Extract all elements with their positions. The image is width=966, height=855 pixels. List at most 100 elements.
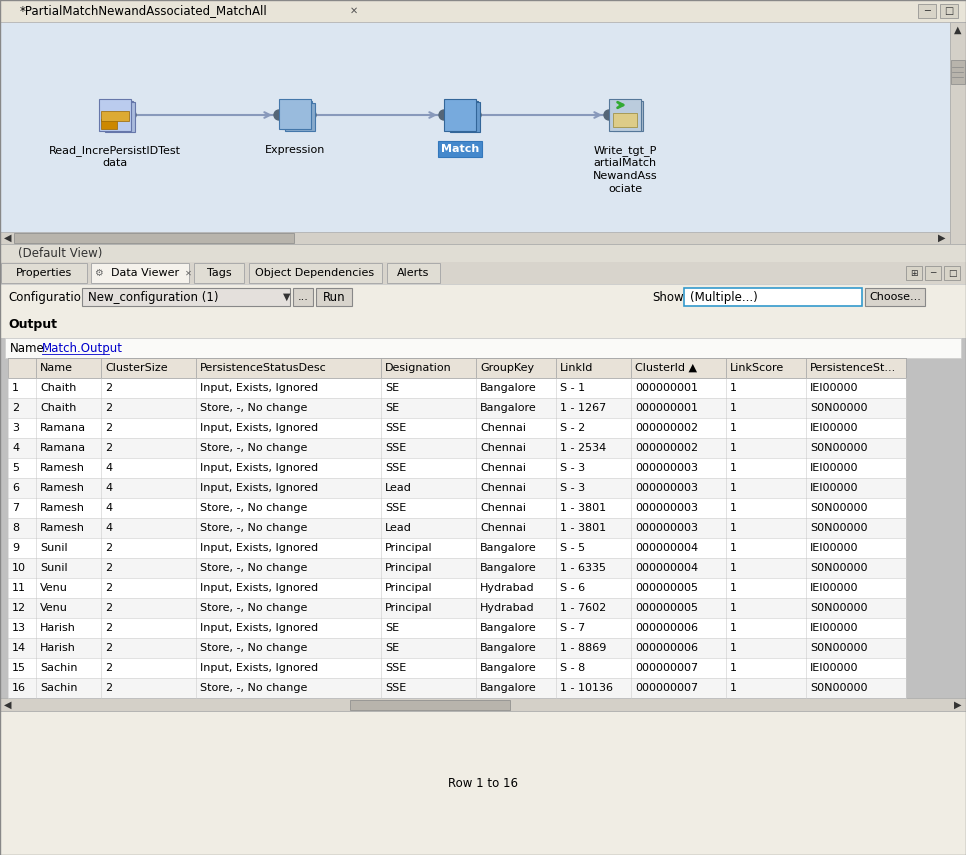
Text: 000000005: 000000005 <box>635 583 698 593</box>
Text: 3: 3 <box>12 423 19 433</box>
Text: 1: 1 <box>730 463 737 473</box>
Text: 2: 2 <box>105 423 112 433</box>
Bar <box>293 288 313 306</box>
Bar <box>684 288 862 306</box>
Text: Venu: Venu <box>40 583 68 593</box>
Bar <box>611 100 641 130</box>
Text: 14: 14 <box>12 643 26 653</box>
Bar <box>0 310 966 338</box>
Circle shape <box>604 110 614 120</box>
Text: ─: ─ <box>924 6 930 16</box>
Bar <box>8 538 906 558</box>
Text: Harish: Harish <box>40 643 76 653</box>
Circle shape <box>439 110 449 120</box>
Text: ─: ─ <box>930 268 936 278</box>
Text: Ramesh: Ramesh <box>40 503 85 513</box>
Text: 2: 2 <box>105 563 112 573</box>
Text: Store, -, No change: Store, -, No change <box>200 503 307 513</box>
Text: Ramesh: Ramesh <box>40 463 85 473</box>
Text: SSE: SSE <box>385 503 407 513</box>
Text: Configuration:: Configuration: <box>8 291 93 304</box>
Text: Show:: Show: <box>652 291 687 304</box>
Text: ▶: ▶ <box>938 233 946 243</box>
Text: S - 7: S - 7 <box>560 623 585 633</box>
Bar <box>285 103 315 131</box>
Bar <box>0 244 966 262</box>
Text: SE: SE <box>385 403 399 413</box>
Text: Chennai: Chennai <box>480 463 526 473</box>
Text: Bangalore: Bangalore <box>480 663 537 673</box>
Text: ✕: ✕ <box>185 268 191 278</box>
Text: 1: 1 <box>730 663 737 673</box>
Text: ClusterId ▲: ClusterId ▲ <box>635 363 697 373</box>
Text: S0N00000: S0N00000 <box>810 603 867 613</box>
Bar <box>0 232 950 244</box>
Bar <box>387 263 440 283</box>
Text: 1 - 8869: 1 - 8869 <box>560 643 607 653</box>
Text: LinkId: LinkId <box>560 363 593 373</box>
Text: Data Viewer: Data Viewer <box>111 268 179 278</box>
Bar <box>8 378 906 398</box>
Text: Input, Exists, Ignored: Input, Exists, Ignored <box>200 543 318 553</box>
Text: ▼: ▼ <box>283 292 291 302</box>
Text: Bangalore: Bangalore <box>480 543 537 553</box>
Text: Sunil: Sunil <box>40 543 68 553</box>
Bar <box>103 101 133 131</box>
Text: 8: 8 <box>12 523 19 533</box>
Text: Name: Name <box>40 363 73 373</box>
Bar <box>101 100 131 130</box>
Text: 1: 1 <box>730 423 737 433</box>
Bar <box>8 618 906 638</box>
Bar <box>448 101 478 131</box>
Text: S0N00000: S0N00000 <box>810 683 867 693</box>
Text: Bangalore: Bangalore <box>480 563 537 573</box>
Circle shape <box>274 110 284 120</box>
Text: Bangalore: Bangalore <box>480 683 537 693</box>
Bar <box>8 658 906 678</box>
Text: 000000001: 000000001 <box>635 403 698 413</box>
Text: 000000001: 000000001 <box>635 383 698 393</box>
Text: SE: SE <box>385 643 399 653</box>
Text: 000000002: 000000002 <box>635 443 698 453</box>
Text: ✕: ✕ <box>350 6 358 16</box>
Text: □: □ <box>948 268 956 278</box>
Text: Run: Run <box>323 291 345 304</box>
Text: SSE: SSE <box>385 463 407 473</box>
Text: Alerts: Alerts <box>397 268 429 278</box>
Text: Bangalore: Bangalore <box>480 383 537 393</box>
Text: S0N00000: S0N00000 <box>810 403 867 413</box>
Bar <box>613 113 637 127</box>
Text: 2: 2 <box>105 583 112 593</box>
Text: Input, Exists, Ignored: Input, Exists, Ignored <box>200 623 318 633</box>
Text: 4: 4 <box>105 483 112 493</box>
Text: Bangalore: Bangalore <box>480 623 537 633</box>
Text: Chennai: Chennai <box>480 483 526 493</box>
Bar <box>249 263 382 283</box>
Bar <box>8 418 906 438</box>
Text: Store, -, No change: Store, -, No change <box>200 603 307 613</box>
Text: Bangalore: Bangalore <box>480 403 537 413</box>
Text: 2: 2 <box>105 663 112 673</box>
Text: Designation: Designation <box>385 363 452 373</box>
Bar <box>944 266 960 280</box>
Text: S0N00000: S0N00000 <box>810 563 867 573</box>
Text: GroupKey: GroupKey <box>480 363 534 373</box>
Text: Sachin: Sachin <box>40 683 77 693</box>
Text: S - 3: S - 3 <box>560 463 585 473</box>
Bar <box>82 288 290 306</box>
Text: 000000007: 000000007 <box>635 663 698 673</box>
Text: Match: Match <box>440 144 479 154</box>
Text: SSE: SSE <box>385 683 407 693</box>
Text: LinkScore: LinkScore <box>730 363 784 373</box>
Text: 16: 16 <box>12 683 26 693</box>
Text: Expression: Expression <box>265 145 326 155</box>
Text: Input, Exists, Ignored: Input, Exists, Ignored <box>200 663 318 673</box>
Text: 1: 1 <box>730 643 737 653</box>
Text: Row 1 to 16: Row 1 to 16 <box>448 776 518 789</box>
Text: Input, Exists, Ignored: Input, Exists, Ignored <box>200 483 318 493</box>
Text: 1: 1 <box>12 383 19 393</box>
Text: Principal: Principal <box>385 543 433 553</box>
Text: SSE: SSE <box>385 443 407 453</box>
Bar <box>0 262 966 284</box>
Text: 1: 1 <box>730 483 737 493</box>
